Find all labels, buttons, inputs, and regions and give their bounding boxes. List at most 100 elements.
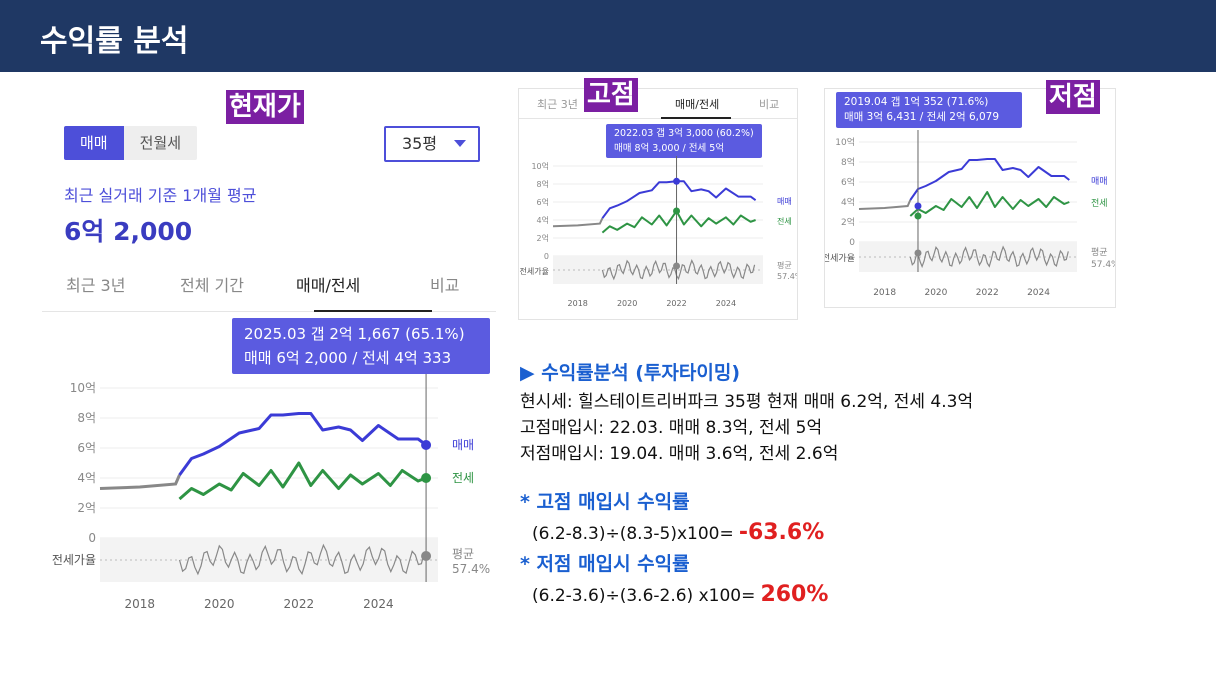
y-tick-label: 2억 (841, 216, 855, 228)
tab-lease[interactable]: 전월세 (123, 126, 198, 160)
low-tooltip-line-2: 매매 3억 6,431 / 전세 2억 6,079 (844, 111, 1000, 123)
x-tick-label: 2024 (716, 299, 736, 308)
y-tick-label: 0 (88, 531, 96, 545)
avg-value: 57.4% (1091, 260, 1115, 270)
pyeong-value: 35평 (402, 134, 438, 153)
high-tab-compare[interactable]: 비교 (759, 98, 780, 111)
low-return-result: 260% (760, 582, 829, 607)
cursor-ratio-dot (914, 249, 922, 257)
trade-line-history (858, 199, 912, 210)
trade-line-history (552, 217, 604, 228)
low-return-formula: (6.2-3.6)÷(3.6-2.6) x100= (532, 586, 756, 606)
y-tick-label: 0 (849, 238, 855, 248)
high-tooltip-line-1: 2022.03 갭 3억 3,000 (60.2%) (614, 128, 754, 139)
x-tick-label: 2022 (976, 288, 999, 298)
lease-line (178, 461, 427, 501)
cursor-lease-dot (673, 207, 681, 215)
low-tooltip-line-1: 2019.04 갭 1억 352 (71.6%) (844, 96, 989, 108)
ratio-line (601, 259, 756, 281)
high-tooltip-line-2: 매매 8억 3,000 / 전세 5억 (614, 143, 725, 154)
y-tick-label: 8억 (77, 411, 96, 425)
trade-line-history (99, 474, 181, 490)
low-return-title: * 저점 매입시 수익률 (520, 553, 690, 575)
ratio-label: 전세가율 (825, 253, 855, 264)
lease-line (601, 210, 756, 234)
high-return-row: (6.2-8.3)÷(8.3-5)x100= -63.6% (532, 520, 973, 545)
x-tick-label: 2024 (1027, 288, 1050, 298)
x-tick-label: 2020 (617, 299, 637, 308)
x-tick-label: 2018 (568, 299, 588, 308)
low-return-row: (6.2-3.6)÷(3.6-2.6) x100= 260% (532, 582, 973, 607)
tab-trade[interactable]: 매매 (64, 126, 124, 160)
x-tick-label: 2020 (924, 288, 947, 298)
avg-label: 평균 (777, 260, 792, 270)
label-high: 고점 (584, 78, 638, 112)
cursor-trade-dot (421, 440, 432, 450)
y-tick-label: 8억 (841, 156, 855, 168)
lease-series-label: 전세 (1091, 198, 1108, 209)
trade-series-label: 매매 (1091, 176, 1108, 187)
y-tick-label: 6억 (841, 176, 855, 188)
analysis-line-current: 현시세: 힐스테이트리버파크 35평 현재 매매 6.2억, 전세 4.3억 (520, 392, 974, 412)
x-tick-label: 2018 (873, 288, 896, 298)
low-tooltip: 2019.04 갭 1억 352 (71.6%) 매매 3억 6,431 / 전… (836, 92, 1022, 128)
label-low: 저점 (1046, 80, 1100, 114)
deal-type-toggle: 매매 전월세 (64, 126, 198, 160)
pyeong-select[interactable]: 35평 (384, 126, 480, 162)
period-tabs: 최근 3년 전체 기간 매매/전세 비교 (42, 262, 496, 312)
y-tick-label: 0 (544, 252, 549, 261)
trade-line (909, 158, 1070, 201)
tab-trade-lease[interactable]: 매매/전세 (296, 276, 361, 295)
cursor-ratio-dot (421, 551, 432, 561)
cursor-trade-dot (673, 177, 681, 185)
y-tick-label: 10억 (835, 136, 855, 148)
y-tick-label: 10억 (70, 381, 96, 395)
chevron-down-icon (454, 140, 466, 147)
trade-series-label: 매매 (452, 438, 474, 452)
tooltip-line-1: 2025.03 갭 2억 1,667 (65.1%) (244, 325, 465, 343)
lease-line (909, 191, 1070, 217)
high-tabs: 최근 3년 매매/전세 비교 (519, 89, 797, 119)
analysis-line-low: 저점매입시: 19.04. 매매 3.6억, 전세 2.6억 (520, 444, 839, 464)
tab-compare[interactable]: 비교 (430, 276, 460, 295)
high-tooltip: 2022.03 갭 3억 3,000 (60.2%) 매매 8억 3,000 /… (606, 124, 762, 158)
tab-all-period[interactable]: 전체 기간 (180, 276, 244, 295)
high-tab-trade-lease[interactable]: 매매/전세 (675, 98, 720, 111)
tooltip-line-2: 매매 6억 2,000 / 전세 4억 333 (244, 349, 452, 367)
tab-recent-3y[interactable]: 최근 3년 (66, 276, 126, 295)
ratio-label: 전세가율 (52, 553, 96, 567)
y-tick-label: 8억 (537, 179, 549, 189)
cursor-ratio-dot (673, 262, 681, 270)
x-tick-label: 2022 (666, 299, 686, 308)
y-tick-label: 4억 (77, 471, 96, 485)
active-tab-underline (314, 310, 432, 312)
analysis-heading: ▶ 수익률분석 (투자타이밍) (520, 362, 741, 384)
trade-line (601, 180, 757, 219)
analysis-block: ▶ 수익률분석 (투자타이밍) 현시세: 힐스테이트리버파크 35평 현재 매매… (520, 358, 973, 607)
x-tick-label: 2022 (284, 597, 315, 611)
ratio-label: 전세가율 (520, 266, 549, 276)
analysis-line-high: 고점매입시: 22.03. 매매 8.3억, 전세 5억 (520, 418, 823, 438)
label-current: 현재가 (226, 90, 304, 124)
trade-series-label: 매매 (777, 197, 792, 206)
avg-value: 57.4% (452, 562, 490, 576)
y-tick-label: 4억 (537, 215, 549, 225)
recent-caption: 최근 실거래 기준 1개월 평균 (64, 186, 257, 205)
ratio-line (178, 543, 426, 576)
avg-label: 평균 (1091, 247, 1108, 258)
lease-series-label: 전세 (452, 471, 474, 485)
page-title: 수익률 분석 (40, 24, 189, 59)
y-tick-label: 6억 (537, 197, 549, 207)
x-tick-label: 2020 (204, 597, 235, 611)
high-tab-recent[interactable]: 최근 3년 (537, 98, 578, 111)
trade-line (178, 412, 427, 476)
x-tick-label: 2024 (363, 597, 394, 611)
x-tick-label: 2018 (124, 597, 155, 611)
chart-tooltip: 2025.03 갭 2억 1,667 (65.1%) 매매 6억 2,000 /… (232, 318, 490, 374)
high-tab-underline (661, 117, 731, 119)
lease-series-label: 전세 (777, 216, 792, 226)
ratio-line (909, 245, 1069, 269)
